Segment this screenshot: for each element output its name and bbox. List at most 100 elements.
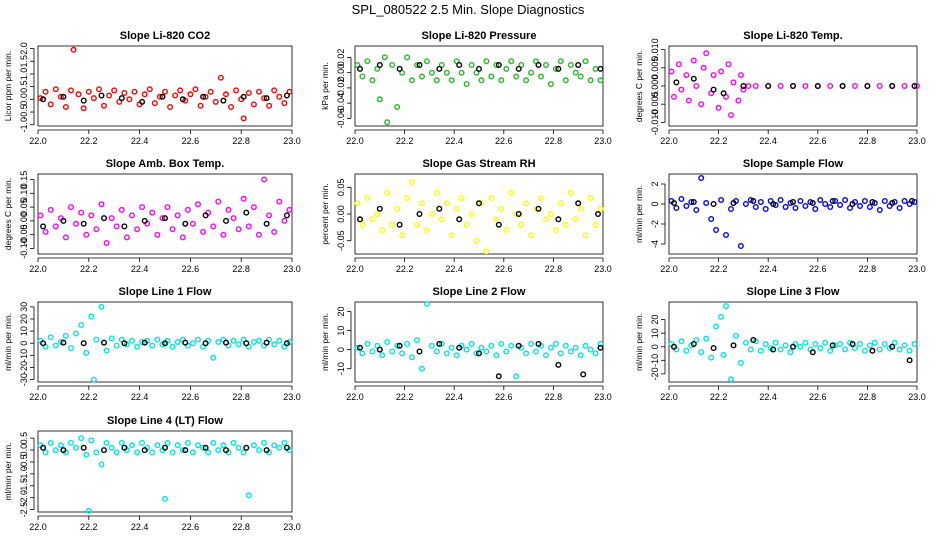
data-point <box>567 348 574 355</box>
data-point <box>384 119 391 126</box>
data-point <box>508 58 515 65</box>
data-point <box>250 442 257 449</box>
data-point <box>453 352 460 359</box>
data-point <box>770 346 777 353</box>
data-point <box>849 200 856 207</box>
data-point <box>80 444 87 451</box>
y-tick-label: -1.0 <box>19 117 29 133</box>
data-point <box>78 209 85 216</box>
y-axis-label: ml/min per min. <box>320 313 330 371</box>
data-point <box>597 340 604 347</box>
data-point <box>47 439 54 446</box>
data-point <box>141 91 148 98</box>
data-point <box>782 342 789 349</box>
data-point <box>523 77 530 84</box>
data-point <box>809 199 816 206</box>
data-point <box>577 352 584 359</box>
data-point <box>189 449 196 456</box>
x-tick-label: 22.8 <box>232 522 250 532</box>
data-point <box>478 200 485 207</box>
data-point <box>757 347 764 354</box>
y-tick-label: 0 <box>336 347 346 352</box>
series-all <box>354 300 604 380</box>
data-point <box>100 215 107 222</box>
data-point <box>750 337 757 344</box>
data-point <box>582 232 589 239</box>
series-subset <box>673 75 918 97</box>
data-point <box>423 226 430 233</box>
data-point <box>194 336 201 343</box>
data-point <box>538 194 545 201</box>
data-point <box>47 334 54 341</box>
data-point <box>189 340 196 347</box>
data-point <box>88 313 95 320</box>
data-point <box>161 495 168 502</box>
data-point <box>230 439 237 446</box>
x-tick-label: 22.6 <box>182 522 200 532</box>
x-tick-label: 22.0 <box>660 264 678 274</box>
data-point <box>134 226 141 233</box>
data-point <box>78 435 85 442</box>
data-point <box>690 341 697 348</box>
data-point <box>552 65 559 72</box>
data-point <box>200 444 207 451</box>
y-tick-label: -0.005 <box>650 91 660 117</box>
x-tick-label: 22.6 <box>809 136 827 146</box>
data-point <box>245 223 252 230</box>
data-point <box>93 226 100 233</box>
y-tick-label: 2 <box>650 181 660 186</box>
x-tick-label: 22.8 <box>859 264 877 274</box>
y-tick-label: 0.0 <box>19 93 29 106</box>
data-point <box>189 220 196 227</box>
data-point <box>70 46 77 53</box>
data-point <box>240 195 247 202</box>
data-point <box>757 198 764 205</box>
data-point <box>164 439 171 446</box>
data-point <box>436 205 443 212</box>
data-point <box>842 196 849 203</box>
data-point <box>83 451 90 458</box>
data-point <box>283 340 290 347</box>
data-point <box>909 197 916 204</box>
panel-title: Slope Line 4 (LT) Flow <box>107 415 223 427</box>
data-point <box>889 199 896 206</box>
data-point <box>495 62 502 69</box>
data-point <box>243 340 250 347</box>
data-point <box>433 189 440 196</box>
data-point <box>567 62 574 69</box>
data-point <box>782 203 789 210</box>
y-axis-label: kPa per min. <box>320 62 330 110</box>
x-tick-label: 22.2 <box>710 136 728 146</box>
data-point <box>817 196 824 203</box>
plot-frame <box>354 45 604 127</box>
y-tick-label: 0.00 <box>336 64 346 82</box>
data-point <box>98 303 105 310</box>
series-all <box>37 303 293 383</box>
y-tick-label: 20 <box>336 307 346 317</box>
data-point <box>414 337 421 344</box>
data-point <box>688 198 695 205</box>
data-point <box>428 210 435 217</box>
data-point <box>703 50 710 57</box>
data-point <box>557 350 564 357</box>
plot-frame <box>354 173 604 255</box>
data-point <box>57 442 64 449</box>
data-point <box>67 345 74 352</box>
data-point <box>263 95 270 102</box>
data-point <box>693 337 700 344</box>
data-point <box>737 72 744 79</box>
data-point <box>47 101 54 108</box>
data-point <box>212 98 219 105</box>
data-point <box>149 449 156 456</box>
data-point <box>523 350 530 357</box>
data-point <box>354 200 361 207</box>
data-point <box>562 342 569 349</box>
data-point <box>88 437 95 444</box>
data-point <box>222 447 229 454</box>
data-point <box>42 449 49 456</box>
x-tick-label: 22.2 <box>80 136 98 146</box>
data-point <box>369 77 376 84</box>
panel-slope-li-820-co2: Slope Li-820 CO2 22.0 22.2 22.4 22.6 22.8 23.0… <box>3 30 301 146</box>
data-point <box>354 344 361 351</box>
x-tick-label: 22.6 <box>182 392 200 402</box>
